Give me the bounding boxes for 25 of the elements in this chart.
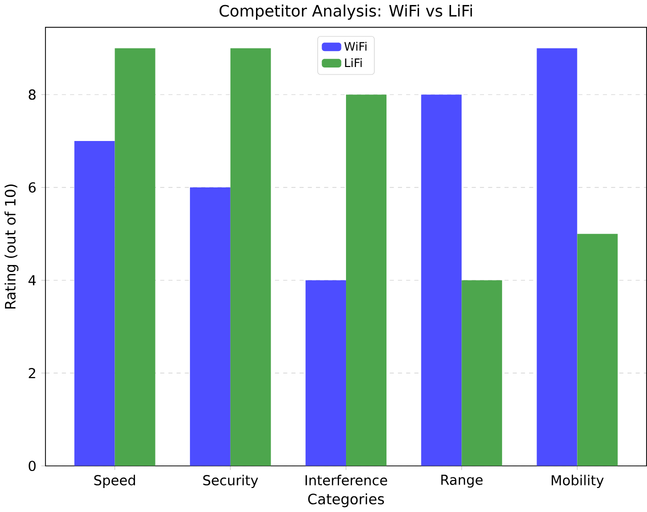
x-tick-label: Security <box>203 474 258 488</box>
y-tick-label: 8 <box>28 90 36 100</box>
y-tick-label: 0 <box>28 460 36 472</box>
bar <box>346 94 386 466</box>
bar <box>462 280 502 466</box>
y-axis-title: Rating (out of 10) <box>4 184 18 309</box>
bar <box>536 48 578 466</box>
bar <box>190 188 230 466</box>
chart-title: Competitor Analysis: WiFi vs LiFi <box>220 4 472 20</box>
y-tick-label: 2 <box>28 368 36 378</box>
legend-label: WiFi <box>344 42 366 51</box>
x-tick-label: Mobility <box>552 474 604 488</box>
bar <box>421 94 462 466</box>
bar <box>306 280 346 466</box>
y-tick-label: 4 <box>28 275 36 286</box>
bar <box>577 234 618 466</box>
x-axis-title: Categories <box>308 493 384 508</box>
bar <box>74 141 115 466</box>
y-tick-label: 6 <box>28 182 36 193</box>
bar <box>114 48 156 466</box>
x-tick-label: Range <box>441 474 483 488</box>
x-tick-label: Speed <box>94 474 135 488</box>
bar <box>230 48 271 466</box>
x-tick-label: Interference <box>306 474 388 486</box>
legend-label: LiFi <box>345 58 362 68</box>
